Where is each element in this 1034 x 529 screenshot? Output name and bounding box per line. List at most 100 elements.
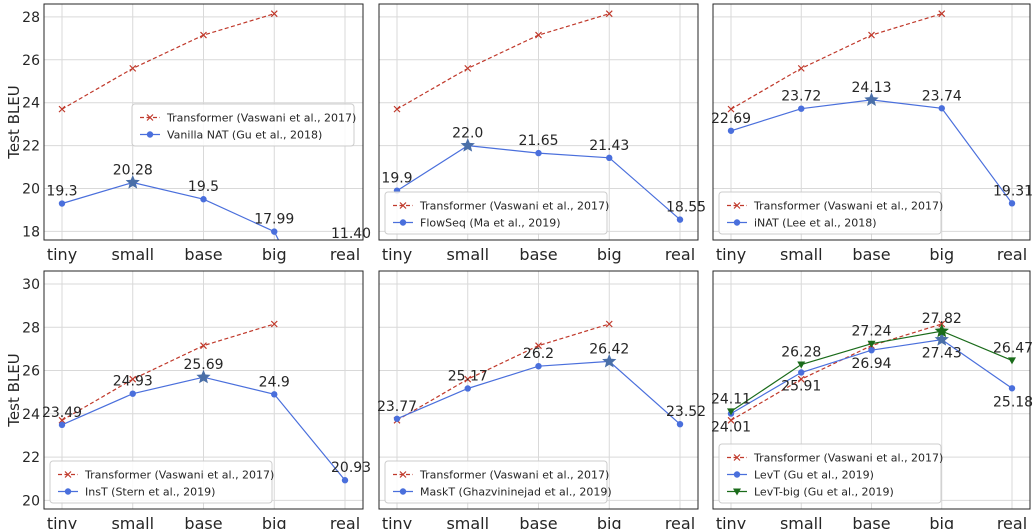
data-label: 26.2 bbox=[523, 346, 554, 362]
data-label: 24.13 bbox=[851, 80, 891, 96]
x-marker-1 bbox=[797, 375, 805, 383]
circle-marker-0 bbox=[727, 127, 735, 134]
star-marker-2 bbox=[196, 369, 211, 384]
circle-marker-4 bbox=[1008, 200, 1016, 207]
legend-label: LevT (Gu et al., 2019) bbox=[754, 469, 874, 482]
plot-area bbox=[393, 320, 684, 428]
x-marker-3 bbox=[270, 10, 278, 18]
x-tick-label: base bbox=[519, 245, 557, 264]
x-tick-label: real bbox=[997, 245, 1027, 264]
data-label: 24.93 bbox=[113, 374, 153, 390]
x-marker-2 bbox=[868, 31, 875, 39]
triangle-marker-1 bbox=[797, 361, 806, 369]
legend-box bbox=[718, 191, 942, 235]
legend-label: Vanilla NAT (Gu et al., 2018) bbox=[167, 129, 322, 142]
x-tick-label: big bbox=[929, 245, 954, 264]
x-marker-3 bbox=[270, 320, 278, 328]
star-marker-3 bbox=[602, 353, 617, 368]
data-label: 26.47 bbox=[993, 340, 1033, 356]
data-label: 27.43 bbox=[922, 346, 962, 362]
legend-label: iNAT (Lee et al., 2018) bbox=[754, 217, 877, 230]
x-marker-3 bbox=[938, 10, 946, 18]
data-label: 23.52 bbox=[666, 404, 706, 420]
plot-area bbox=[727, 10, 1016, 207]
chart-panel-6: tiny small base big real 24.01 25.91 26.94 27.43… bbox=[711, 270, 1033, 529]
series-line-1 bbox=[396, 323, 610, 421]
legend-label: Transformer (Vaswani et al., 2017) bbox=[753, 452, 943, 465]
circle-marker-1 bbox=[798, 105, 805, 112]
x-tick-label: base bbox=[184, 245, 222, 264]
x-marker-2 bbox=[200, 31, 207, 39]
y-tick-label: 20 bbox=[22, 182, 40, 198]
x-tick-label: tiny bbox=[47, 245, 77, 264]
triangle-marker-4 bbox=[1008, 357, 1016, 365]
x-marker-0 bbox=[58, 416, 66, 424]
x-marker-2 bbox=[535, 31, 542, 39]
circle-marker-4 bbox=[1008, 385, 1016, 392]
circle-marker-1 bbox=[798, 369, 805, 376]
data-label: 21.65 bbox=[518, 133, 558, 149]
circle-marker-legend bbox=[733, 471, 741, 478]
y-tick-label: 18 bbox=[22, 224, 40, 240]
x-marker-0 bbox=[393, 105, 401, 113]
data-label: 11.40 bbox=[331, 226, 371, 242]
data-label: 23.72 bbox=[781, 89, 821, 105]
x-tick-label: base bbox=[852, 245, 890, 264]
legend-label: Transformer (Vaswani et al., 2017) bbox=[84, 469, 274, 482]
y-tick-label: 22 bbox=[22, 139, 40, 155]
x-tick-label: big bbox=[597, 514, 622, 529]
series-line-1 bbox=[61, 323, 275, 421]
y-tick-label: 30 bbox=[22, 277, 40, 293]
legend-box bbox=[131, 103, 355, 147]
x-tick-label: tiny bbox=[382, 245, 412, 264]
x-marker-3 bbox=[605, 10, 613, 18]
legend: Transformer (Vaswani et al., 2017) InsT (… bbox=[49, 460, 274, 504]
star-marker-3 bbox=[934, 323, 949, 338]
triangle-marker-legend bbox=[733, 488, 741, 496]
x-marker-2 bbox=[535, 342, 542, 350]
x-marker-1 bbox=[129, 64, 137, 72]
y-axis-label: Test BLEU bbox=[5, 85, 23, 159]
legend-label: Transformer (Vaswani et al., 2017) bbox=[166, 112, 356, 125]
axes-frame bbox=[712, 3, 1031, 241]
series-line-1 bbox=[61, 13, 275, 110]
x-marker-legend bbox=[399, 202, 407, 209]
y-axis-label: Test BLEU bbox=[5, 353, 23, 427]
data-label: 23.49 bbox=[42, 405, 82, 421]
data-label: 20.28 bbox=[113, 163, 153, 179]
y-tick-label: 22 bbox=[22, 450, 40, 466]
circle-marker-0 bbox=[393, 415, 401, 422]
data-label: 22.69 bbox=[711, 111, 751, 127]
data-label: 18.55 bbox=[666, 200, 706, 216]
star-marker-3 bbox=[934, 332, 949, 346]
legend-box bbox=[384, 460, 608, 504]
series-line-1 bbox=[730, 13, 942, 110]
circle-marker-3 bbox=[271, 228, 278, 235]
data-label: 26.28 bbox=[781, 344, 821, 360]
data-label: 17.99 bbox=[254, 212, 294, 228]
chart-panel-5: tiny small base big real 23.77 25.17 26.2 26.42 2… bbox=[377, 270, 706, 529]
circle-marker-4 bbox=[341, 477, 349, 484]
y-tick-label: 24 bbox=[22, 96, 40, 112]
circle-marker-3 bbox=[606, 154, 613, 162]
x-marker-legend bbox=[399, 471, 407, 478]
y-tick-label: 20 bbox=[22, 493, 40, 509]
circle-marker-0 bbox=[58, 421, 66, 429]
star-marker-2 bbox=[864, 92, 879, 106]
axes-frame bbox=[43, 270, 364, 510]
circle-marker-legend bbox=[146, 131, 154, 138]
data-label: 21.43 bbox=[589, 138, 629, 154]
x-tick-label: big bbox=[929, 514, 954, 529]
x-tick-label: real bbox=[665, 245, 695, 264]
x-tick-label: base bbox=[184, 514, 222, 529]
x-marker-0 bbox=[58, 105, 66, 113]
star-marker-1 bbox=[125, 175, 140, 189]
data-label: 23.77 bbox=[377, 399, 417, 415]
axes-frame bbox=[43, 3, 364, 241]
x-tick-label: tiny bbox=[716, 245, 746, 264]
x-marker-1 bbox=[464, 375, 472, 383]
circle-marker-3 bbox=[271, 391, 278, 398]
axes-frame bbox=[378, 270, 699, 510]
x-tick-label: tiny bbox=[47, 514, 77, 529]
